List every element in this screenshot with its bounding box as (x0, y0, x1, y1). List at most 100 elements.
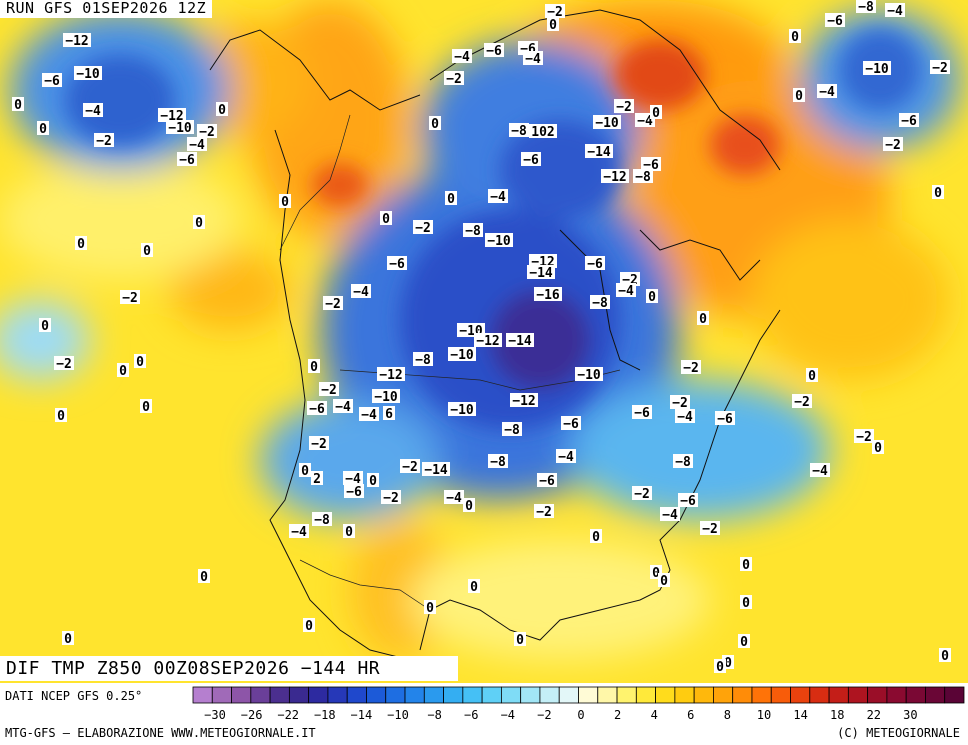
isotherm-label: −10 (575, 367, 603, 383)
isotherm-label-text: −2 (547, 5, 563, 20)
isotherm-label: −4 (616, 283, 636, 299)
isotherm-label-text: −2 (885, 138, 901, 153)
isotherm-label: −2 (700, 521, 720, 537)
colorbar-swatch (269, 686, 290, 704)
isotherm-label-bg (547, 17, 559, 31)
colorbar-swatch (751, 686, 772, 704)
isotherm-label: 0 (939, 648, 951, 664)
isotherm-label-bg (575, 367, 603, 381)
isotherm-label-bg (187, 137, 207, 151)
isotherm-label: 0 (806, 368, 818, 384)
isotherm-label: 0 (463, 498, 475, 514)
isotherm-label: −6 (387, 256, 407, 272)
isotherm-label: −4 (817, 84, 837, 100)
isotherm-label-text: −4 (85, 104, 101, 119)
colorbar-tick-label: 22 (867, 708, 881, 722)
colorbar-swatch (443, 686, 464, 704)
isotherm-label: −2 (444, 71, 464, 87)
isotherm-label-text: −12 (379, 368, 402, 383)
isotherm-label-bg (817, 84, 837, 98)
isotherm-label: −8 (312, 512, 332, 528)
isotherm-label-bg (789, 29, 801, 43)
isotherm-label: −4 (523, 51, 543, 67)
isotherm-label-text: −10 (450, 403, 474, 418)
isotherm-label-text: −6 (901, 114, 917, 129)
isotherm-label-bg (312, 512, 332, 526)
isotherm-label-text: −10 (487, 234, 511, 249)
isotherm-label-bg (319, 382, 339, 396)
isotherm-label: 0 (303, 618, 315, 634)
isotherm-label: 0 (714, 659, 726, 675)
isotherm-label: −2 (309, 436, 329, 452)
isotherm-label: −4 (660, 507, 680, 523)
isotherm-label: −10 (593, 115, 621, 131)
colorbar-swatch (693, 686, 714, 704)
isotherm-label-text: 0 (740, 635, 748, 650)
isotherm-label: −14 (527, 265, 555, 281)
isotherm-label-text: −2 (321, 383, 337, 398)
isotherm-label: −2 (323, 296, 343, 312)
isotherm-label: −10 (863, 61, 891, 77)
colorbar-swatch (944, 686, 965, 704)
isotherm-label-bg (117, 363, 129, 377)
isotherm-label-bg (62, 631, 74, 645)
isotherm-label: 0 (514, 632, 526, 648)
isotherm-label: −14 (422, 462, 450, 478)
isotherm-label-text: −4 (454, 50, 470, 65)
isotherm-label: −6 (715, 411, 735, 427)
isotherm-label-text: −4 (887, 4, 903, 19)
isotherm-label: 0 (740, 557, 752, 573)
isotherm-label-bg (377, 367, 405, 381)
isotherm-label-text: −10 (595, 116, 619, 131)
isotherm-label-text: 0 (14, 98, 22, 113)
isotherm-label: −6 (177, 152, 197, 168)
isotherm-label: 0 (343, 524, 355, 540)
isotherm-label-text: −4 (291, 525, 307, 540)
isotherm-label-text: −12 (476, 334, 499, 349)
isotherm-label: −10 (166, 120, 194, 136)
isotherm-label-bg (593, 115, 621, 129)
isotherm-label-bg (351, 284, 371, 298)
isotherm-label-bg (134, 354, 146, 368)
map-title: DIF TMP Z850 00Z08SEP2026 −144 HR (0, 656, 458, 681)
isotherm-label-text: 0 (39, 122, 47, 137)
isotherm-label-bg (856, 0, 876, 13)
isotherm-label: 0 (117, 363, 129, 379)
colorbar-swatch (905, 686, 926, 704)
colorbar-swatch (790, 686, 811, 704)
colorbar-swatch (385, 686, 406, 704)
colorbar-tick-label: 18 (830, 708, 844, 722)
isotherm-label-bg (738, 634, 750, 648)
colorbar-tick-label: −10 (387, 708, 409, 722)
colorbar-swatch (539, 686, 560, 704)
isotherm-label: −4 (488, 189, 508, 205)
isotherm-label-text: −2 (856, 430, 872, 445)
isotherm-label: −2 (319, 382, 339, 398)
credit-text: MTG-GFS — ELABORAZIONE WWW.METEOGIORNALE… (5, 726, 316, 740)
isotherm-label-text: −2 (199, 125, 215, 140)
isotherm-label-text: −6 (309, 402, 325, 417)
isotherm-label: 0 (193, 215, 205, 231)
isotherm-label-bg (863, 61, 891, 75)
isotherm-label-bg (429, 116, 441, 130)
isotherm-label: 0 (932, 185, 944, 201)
isotherm-label: 2 (311, 471, 323, 487)
isotherm-label-text: −8 (675, 455, 691, 470)
isotherm-label-bg (372, 389, 400, 403)
isotherm-label-bg (646, 289, 658, 303)
isotherm-label-bg (344, 484, 364, 498)
isotherm-label-text: −8 (415, 353, 431, 368)
isotherm-label-bg (899, 113, 919, 127)
colorbar-tick-label: −2 (537, 708, 551, 722)
isotherm-label-text: 0 (77, 237, 85, 252)
isotherm-label-text: 0 (426, 601, 434, 616)
isotherm-label: −2 (614, 99, 634, 115)
colorbar-tick-label: −30 (204, 708, 226, 722)
isotherm-label-bg (658, 573, 670, 587)
isotherm-label-bg (54, 356, 74, 370)
isotherm-label-bg (413, 220, 433, 234)
isotherm-label-bg (367, 473, 379, 487)
isotherm-label-bg (514, 632, 526, 646)
isotherm-label-bg (740, 557, 752, 571)
